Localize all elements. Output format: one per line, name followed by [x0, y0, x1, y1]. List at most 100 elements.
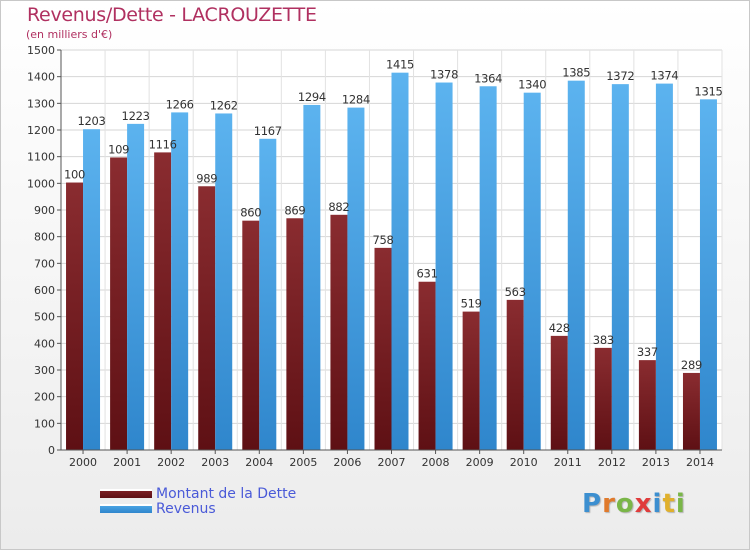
bar-revenus	[83, 129, 101, 450]
bar-dette	[550, 335, 568, 450]
bar-revenus	[699, 99, 717, 450]
x-tick-label: 2007	[378, 456, 406, 469]
bar-dette	[286, 218, 304, 450]
data-label-revenus: 1203	[77, 114, 105, 128]
bar-revenus	[435, 82, 453, 451]
bar-dette	[418, 281, 436, 450]
data-label-revenus: 1378	[430, 68, 458, 82]
bar-revenus	[391, 72, 409, 451]
y-tick-label: 800	[34, 231, 55, 244]
data-label-dette: 289	[681, 358, 702, 372]
x-tick-label: 2013	[642, 456, 670, 469]
y-tick-label: 0	[48, 444, 55, 457]
bars	[66, 72, 717, 451]
x-axis: 2000 2001 2002 2003 2004 2005 2006 2007 2008 2009…	[61, 449, 722, 469]
bar-revenus	[215, 113, 233, 450]
x-tick-label: 2008	[422, 456, 450, 469]
y-tick-label: 1200	[27, 124, 55, 137]
x-tick-label: 2014	[686, 456, 714, 469]
data-label-revenus: 1374	[650, 69, 678, 83]
data-label-dette: 1116	[149, 137, 177, 151]
bar-dette	[330, 214, 348, 450]
y-tick-label: 1500	[27, 44, 55, 57]
x-tick-label: 2003	[201, 456, 229, 469]
data-label-dette: 100	[64, 168, 85, 182]
y-tick-label: 500	[34, 311, 55, 324]
bar-dette	[66, 182, 84, 451]
data-label-revenus: 1167	[254, 124, 282, 138]
data-label-dette: 860	[240, 206, 261, 220]
y-tick-label: 700	[34, 257, 55, 270]
y-tick-label: 200	[34, 391, 55, 404]
bar-dette	[198, 186, 216, 450]
bar-revenus	[171, 112, 189, 451]
bar-dette	[682, 372, 700, 450]
y-tick-label: 600	[34, 284, 55, 297]
x-tick-label: 2002	[157, 456, 185, 469]
y-tick-label: 900	[34, 204, 55, 217]
data-label-revenus: 1262	[210, 98, 238, 112]
data-label-dette: 337	[637, 345, 658, 359]
bar-revenus	[259, 138, 277, 451]
data-label-revenus: 1294	[298, 90, 326, 104]
y-tick-label: 1400	[27, 71, 55, 84]
data-label-revenus: 1266	[166, 97, 194, 111]
data-label-revenus: 1372	[606, 69, 634, 83]
y-tick-label: 1000	[27, 177, 55, 190]
x-tick-label: 2001	[113, 456, 141, 469]
data-label-dette: 109	[108, 142, 129, 156]
bar-dette	[638, 360, 656, 450]
y-tick-label: 300	[34, 364, 55, 377]
bar-dette	[154, 152, 172, 450]
legend-swatch-dette	[100, 489, 152, 498]
chart-title: Revenus/Dette - LACROUZETTE	[27, 4, 317, 26]
x-tick-label: 2012	[598, 456, 626, 469]
x-tick-label: 2005	[289, 456, 317, 469]
y-tick-label: 400	[34, 337, 55, 350]
bar-dette	[374, 247, 392, 450]
y-tick-label: 1100	[27, 151, 55, 164]
y-axis: 0 100 200 300 400 500 600 700 800 900 1000 1100 1200…	[27, 44, 62, 457]
data-label-revenus: 1315	[694, 84, 722, 98]
y-tick-label: 100	[34, 417, 55, 430]
data-label-revenus: 1340	[518, 78, 546, 92]
x-tick-label: 2009	[466, 456, 494, 469]
bar-revenus	[655, 83, 673, 450]
bar-revenus	[347, 107, 365, 450]
data-label-revenus: 1415	[386, 58, 414, 72]
data-label-dette: 631	[417, 267, 438, 281]
bar-revenus	[479, 86, 497, 451]
data-label-revenus: 1385	[562, 66, 590, 80]
legend-label-dette: Montant de la Dette	[156, 486, 297, 502]
bar-revenus	[567, 80, 585, 451]
y-tick-label: 1300	[27, 97, 55, 110]
legend-label-revenus: Revenus	[156, 501, 216, 517]
proxiti-logo: Proxiti	[582, 489, 686, 519]
data-label-dette: 519	[461, 297, 482, 311]
data-label-dette: 869	[284, 203, 305, 217]
x-tick-label: 2011	[554, 456, 582, 469]
bar-revenus	[611, 84, 629, 450]
x-tick-label: 2006	[333, 456, 361, 469]
bar-revenus	[127, 123, 145, 450]
chart-subtitle: (en milliers d'€)	[26, 28, 113, 41]
bar-dette	[506, 299, 524, 450]
data-label-revenus: 1223	[122, 109, 150, 123]
data-label-dette: 563	[505, 285, 526, 299]
data-label-revenus: 1364	[474, 71, 502, 85]
bar-dette	[462, 311, 480, 450]
bar-revenus	[523, 92, 541, 451]
bar-dette	[242, 220, 260, 450]
data-label-dette: 989	[196, 171, 217, 185]
x-tick-label: 2004	[245, 456, 273, 469]
legend-swatch-revenus	[100, 504, 152, 513]
x-tick-label: 2000	[69, 456, 97, 469]
data-label-dette: 882	[328, 200, 349, 214]
data-label-dette: 383	[593, 333, 614, 347]
bar-dette	[110, 157, 128, 450]
bar-revenus	[303, 104, 321, 450]
data-label-dette: 428	[549, 321, 570, 335]
bar-dette	[594, 347, 612, 450]
